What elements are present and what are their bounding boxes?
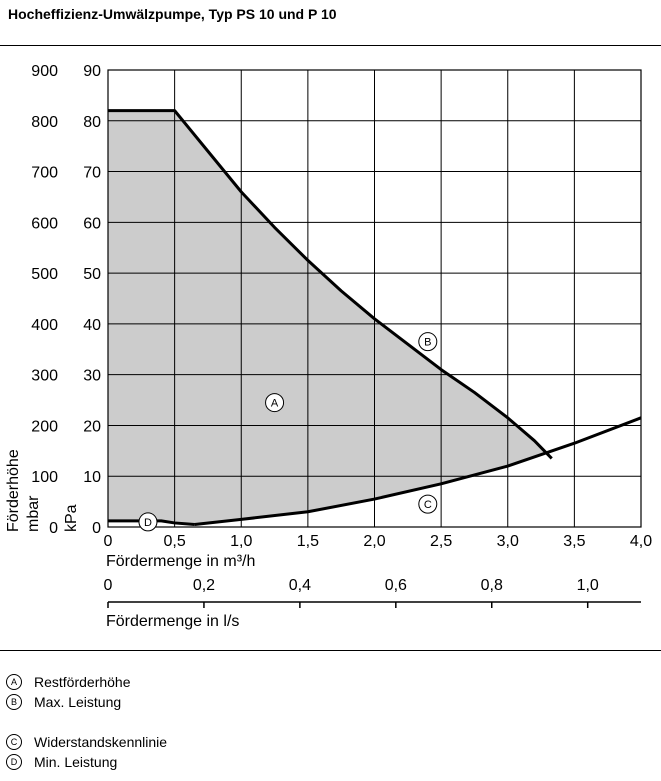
y-tick-label-kpa: 10 — [83, 469, 101, 486]
x2-tick-label: 0,4 — [289, 577, 311, 594]
legend-marker-d: D — [6, 754, 22, 770]
y-axis-unit-kpa: kPa — [63, 504, 80, 532]
x-tick-label: 2,0 — [363, 533, 385, 550]
x2-tick-label: 0,8 — [481, 577, 503, 594]
legend-item-a: A Restförderhöhe — [6, 672, 167, 692]
legend-marker-c: C — [6, 734, 22, 750]
x-tick-label: 1,0 — [230, 533, 252, 550]
legend-item-b: B Max. Leistung — [6, 692, 167, 712]
x-axis-title: Fördermenge in m³/h — [106, 553, 255, 570]
marker-b-circle — [418, 332, 438, 352]
y-tick-label-kpa: 80 — [83, 114, 101, 131]
y-tick-label-kpa: 30 — [83, 368, 101, 385]
operating-area — [108, 110, 548, 525]
y-tick-label-mbar: 0 — [49, 520, 58, 537]
marker-b-label: B — [424, 337, 431, 349]
legend-label-a: Restförderhöhe — [34, 674, 131, 690]
chart-title: Hocheffizienz-Umwälzpumpe, Typ PS 10 und… — [8, 6, 337, 22]
marker-d-circle — [138, 512, 158, 532]
x-tick-label: 3,0 — [497, 533, 519, 550]
x-tick-label: 4,0 — [630, 533, 652, 550]
y-tick-label-mbar: 900 — [31, 63, 58, 80]
y-tick-label-mbar: 400 — [31, 317, 58, 334]
top-divider — [0, 45, 661, 46]
x-tick-label: 0,5 — [164, 533, 186, 550]
marker-a-label: A — [271, 398, 279, 410]
legend-label-c: Widerstandskennlinie — [34, 734, 168, 750]
y-tick-label-mbar: 100 — [31, 469, 58, 486]
y-tick-label-mbar: 600 — [31, 215, 58, 232]
y-tick-label-mbar: 500 — [31, 266, 58, 283]
plot-frame — [107, 69, 642, 528]
series-line-d — [108, 519, 195, 526]
series-line-b — [108, 109, 553, 460]
x-tick-label: 0 — [104, 533, 113, 550]
bottom-divider — [0, 650, 661, 651]
y-tick-label-mbar: 800 — [31, 114, 58, 131]
y-tick-label-kpa: 90 — [83, 63, 101, 80]
x2-tick-label: 0,6 — [385, 577, 407, 594]
pump-curve-chart: 0100200300400500600700800900010203040506… — [5, 63, 652, 630]
legend-label-d: Min. Leistung — [34, 754, 118, 770]
y-tick-label-kpa: 50 — [83, 266, 101, 283]
x2-tick-label: 0,2 — [193, 577, 215, 594]
legend-label-b: Max. Leistung — [34, 694, 122, 710]
y-tick-label-kpa: 60 — [83, 215, 101, 232]
y-tick-label-kpa: 0 — [92, 520, 101, 537]
x2-tick-label: 0 — [104, 577, 113, 594]
marker-c-label: C — [424, 499, 432, 511]
y-tick-label-mbar: 200 — [31, 418, 58, 435]
marker-c-circle — [418, 494, 438, 514]
legend-item-d: D Min. Leistung — [6, 752, 167, 772]
series-line-c — [194, 416, 642, 526]
marker-d-label: D — [144, 517, 152, 529]
y-tick-label-kpa: 40 — [83, 317, 101, 334]
y-tick-label-kpa: 70 — [83, 165, 101, 182]
y-tick-label-kpa: 20 — [83, 418, 101, 435]
marker-a-circle — [265, 393, 285, 413]
legend-marker-b: B — [6, 694, 22, 710]
x2-axis-title: Fördermenge in l/s — [106, 613, 239, 630]
y-tick-label-mbar: 300 — [31, 368, 58, 385]
x2-tick-label: 1,0 — [577, 577, 599, 594]
legend: A Restförderhöhe B Max. Leistung C Wider… — [6, 672, 167, 772]
x-tick-label: 2,5 — [430, 533, 452, 550]
y-tick-label-mbar: 700 — [31, 165, 58, 182]
y-axis-title: Förderhöhe — [5, 449, 22, 532]
x-tick-label: 1,5 — [297, 533, 319, 550]
y-axis-unit-mbar: mbar — [25, 495, 42, 532]
x-tick-label: 3,5 — [563, 533, 585, 550]
legend-item-c: C Widerstandskennlinie — [6, 732, 167, 752]
legend-marker-a: A — [6, 674, 22, 690]
